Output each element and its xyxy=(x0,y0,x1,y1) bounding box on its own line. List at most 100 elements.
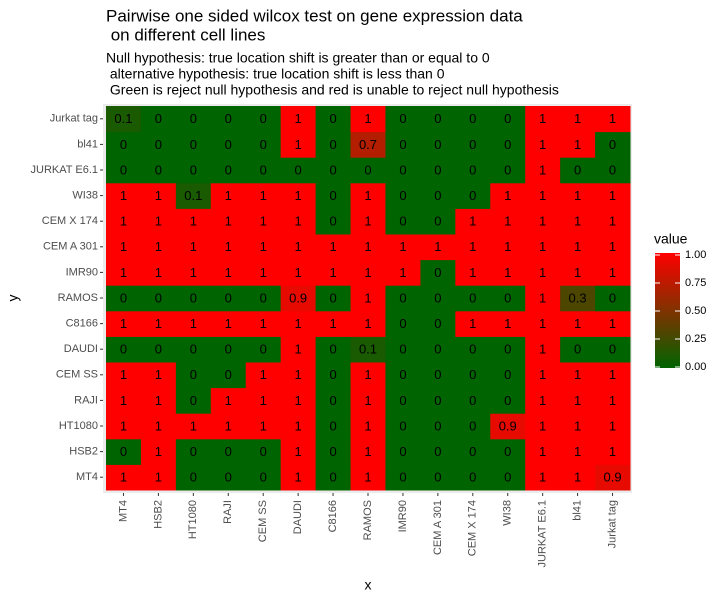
cell-label: 1 xyxy=(609,444,616,459)
cell-label: 1 xyxy=(504,214,511,229)
cell-label: 1 xyxy=(155,444,162,459)
heatmap-cell xyxy=(245,259,282,286)
heatmap-cell xyxy=(315,438,352,465)
heatmap-cell xyxy=(175,234,212,261)
x-tick-label: MT4 xyxy=(117,500,129,522)
heatmap-cell xyxy=(420,438,456,465)
cell-label: 0.1 xyxy=(114,111,132,126)
heatmap-cell xyxy=(350,157,386,184)
heatmap-cell xyxy=(245,106,282,133)
cell-label: 0 xyxy=(329,444,336,459)
cell-label: 1 xyxy=(260,265,267,280)
heatmap-cell xyxy=(106,131,142,158)
x-tick-label: CEM SS xyxy=(257,500,269,542)
heatmap-cell xyxy=(490,464,526,491)
cell-label: 1 xyxy=(295,111,302,126)
heatmap-cell xyxy=(245,464,282,491)
heatmap-cell xyxy=(140,234,177,261)
cell-label: 1 xyxy=(469,239,476,254)
cell-label: 0 xyxy=(260,342,267,357)
heatmap-cell xyxy=(560,208,596,235)
heatmap-cell xyxy=(280,157,317,184)
cell-label: 0 xyxy=(225,137,232,152)
heatmap-cell xyxy=(595,234,631,261)
chart-title: on different cell lines xyxy=(106,25,265,44)
heatmap-cell xyxy=(525,336,561,363)
heatmap-cell xyxy=(595,387,631,414)
heatmap-cell xyxy=(490,157,526,184)
cell-label: 0 xyxy=(120,444,127,459)
cell-label: 0 xyxy=(469,393,476,408)
cell-label: 0 xyxy=(469,470,476,485)
heatmap-cell xyxy=(455,438,491,465)
heatmap-cell xyxy=(315,157,352,184)
y-tick-label: HSB2 xyxy=(69,446,98,458)
heatmap-cell xyxy=(490,106,526,133)
cell-label: 1 xyxy=(225,316,232,331)
cell-label: 0 xyxy=(609,290,616,305)
heatmap-cell xyxy=(175,413,212,440)
cell-label: 1 xyxy=(260,418,267,433)
cell-label: 0 xyxy=(329,470,336,485)
legend-title: value xyxy=(654,231,688,247)
heatmap-cell xyxy=(525,285,561,312)
heatmap-cell xyxy=(175,259,212,286)
heatmap-cell xyxy=(560,464,596,491)
heatmap-cell xyxy=(350,285,386,312)
cell-label: 1 xyxy=(504,239,511,254)
colorbar-tick-label: 0.75 xyxy=(685,277,706,289)
heatmap-cell xyxy=(560,285,596,312)
heatmap-cell xyxy=(140,106,177,133)
heatmap-cell xyxy=(455,234,491,261)
x-tick-label: DAUDI xyxy=(292,500,304,534)
heatmap-cell xyxy=(595,413,631,440)
cell-label: 0 xyxy=(329,418,336,433)
cell-label: 1 xyxy=(364,316,371,331)
heatmap-cell xyxy=(350,310,386,337)
cell-label: 0 xyxy=(504,111,511,126)
y-tick-label: MT4 xyxy=(76,471,98,483)
heatmap-cell xyxy=(140,182,177,209)
heatmap-cell xyxy=(420,310,456,337)
heatmap-cell xyxy=(315,464,352,491)
heatmap-cell xyxy=(595,336,631,363)
cell-label: 1 xyxy=(155,239,162,254)
heatmap-cell xyxy=(490,234,526,261)
cell-label: 1 xyxy=(574,367,581,382)
heatmap-cell xyxy=(245,362,282,389)
cell-label: 0 xyxy=(225,367,232,382)
heatmap-cell xyxy=(106,438,142,465)
heatmap-cell xyxy=(315,362,352,389)
cell-label: 1 xyxy=(574,111,581,126)
cell-label: 1 xyxy=(469,214,476,229)
heatmap-cell xyxy=(245,387,282,414)
heatmap-cell xyxy=(525,310,561,337)
heatmap-cell xyxy=(175,362,212,389)
cell-label: 0 xyxy=(225,290,232,305)
heatmap-cell xyxy=(315,106,352,133)
heatmap-cell xyxy=(525,157,561,184)
cell-label: 0 xyxy=(329,290,336,305)
heatmap-cell xyxy=(245,131,282,158)
cell-label: 0 xyxy=(434,444,441,459)
heatmap-cell xyxy=(490,259,526,286)
cell-label: 0 xyxy=(295,162,302,177)
heatmap-cell xyxy=(315,234,352,261)
heatmap-cell xyxy=(315,387,352,414)
heatmap-cell xyxy=(140,464,177,491)
cell-label: 1 xyxy=(469,316,476,331)
heatmap-cell xyxy=(490,131,526,158)
heatmap-cell xyxy=(385,438,421,465)
heatmap-cell xyxy=(455,362,491,389)
heatmap-cell xyxy=(350,259,386,286)
cell-label: 0 xyxy=(329,367,336,382)
heatmap-cell xyxy=(106,464,142,491)
cell-label: 1 xyxy=(295,470,302,485)
heatmap-cell xyxy=(350,234,386,261)
y-tick-label: Jurkat tag xyxy=(50,113,98,125)
heatmap-cell xyxy=(490,387,526,414)
cell-label: 1 xyxy=(539,393,546,408)
heatmap-cell xyxy=(595,106,631,133)
cell-label: 1 xyxy=(295,367,302,382)
x-tick-label: JURKAT E6.1 xyxy=(537,500,549,567)
